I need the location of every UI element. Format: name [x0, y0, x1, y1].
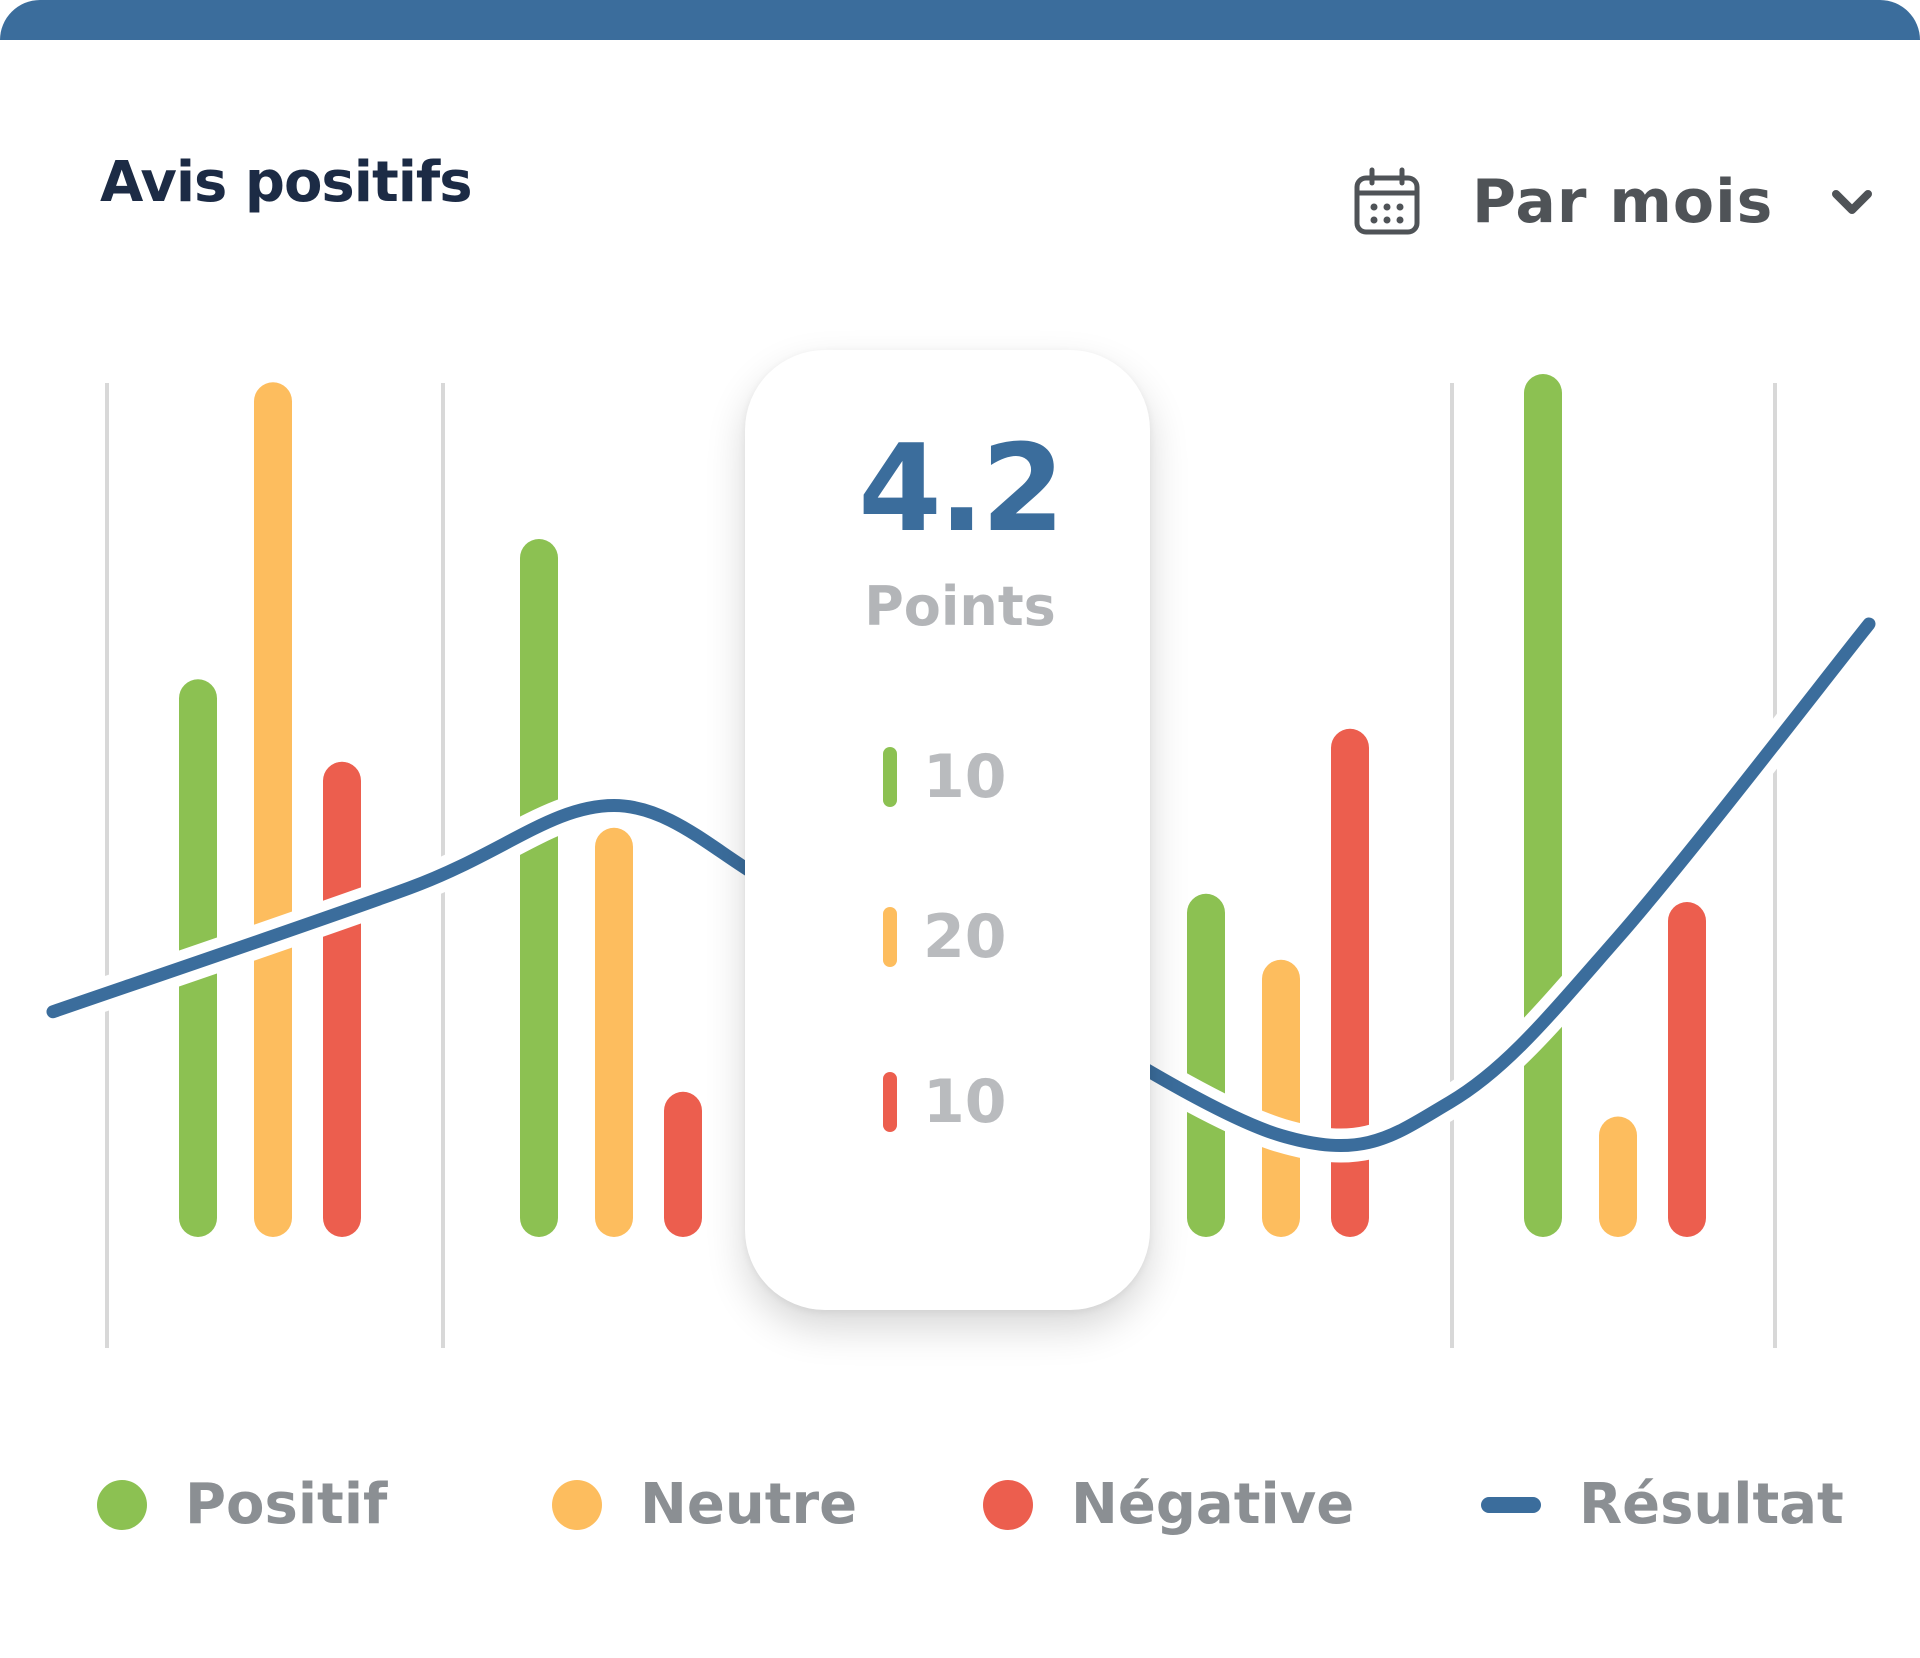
tooltip-card: [745, 350, 1150, 1310]
tooltip-row-value: 10: [923, 742, 1007, 812]
tooltip-pip-neutre: [883, 907, 897, 967]
legend-marker-negative: [983, 1480, 1033, 1530]
tooltip-unit: Points: [864, 575, 1056, 638]
chevron-down-icon: [1832, 190, 1873, 214]
legend-item-resultat: Résultat: [1481, 1470, 1844, 1540]
tooltip-pip-negative: [883, 1072, 897, 1132]
period-label: Par mois: [1472, 167, 1774, 237]
calendar-icon: [1354, 167, 1420, 235]
legend-marker-neutre: [552, 1480, 602, 1530]
tooltip-row-value: 10: [923, 1067, 1007, 1137]
tooltip-row-value: 20: [923, 902, 1007, 972]
legend-label: Neutre: [640, 1472, 858, 1537]
card-top-accent: [0, 0, 1920, 40]
legend-marker-resultat: [1481, 1497, 1541, 1513]
legend-item-neutre: Neutre: [552, 1470, 857, 1540]
tooltip-value: 4.2: [858, 420, 1065, 559]
tooltip-row-negative: 10: [883, 1067, 1007, 1137]
card-title: Avis positifs: [100, 150, 473, 215]
tooltip-row-positif: 10: [883, 742, 1007, 812]
period-dropdown[interactable]: Par mois: [1352, 160, 1876, 244]
legend-marker-positif: [97, 1480, 147, 1530]
legend-label: Négative: [1071, 1472, 1355, 1537]
legend-label: Positif: [185, 1472, 388, 1537]
tooltip-pip-positif: [883, 747, 897, 807]
legend-item-positif: Positif: [97, 1470, 387, 1540]
legend-item-negative: Négative: [983, 1470, 1354, 1540]
tooltip-row-neutre: 20: [883, 902, 1007, 972]
legend-label: Résultat: [1579, 1472, 1844, 1537]
